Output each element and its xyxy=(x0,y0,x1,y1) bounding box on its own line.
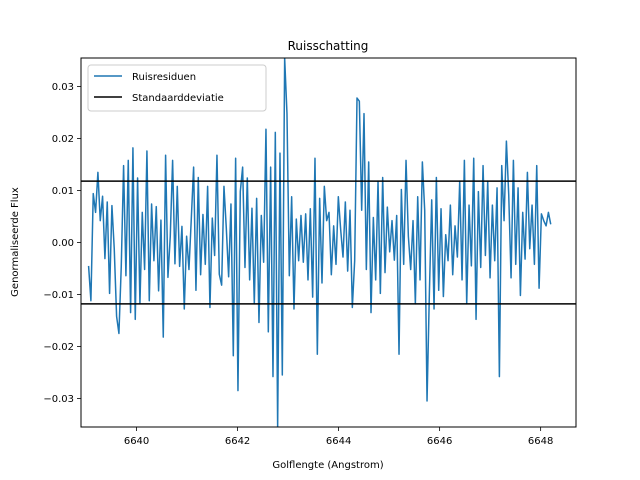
y-tick-label: −0.02 xyxy=(43,342,74,353)
x-tick-label: 6642 xyxy=(225,436,250,447)
y-tick-label: 0.01 xyxy=(52,186,74,197)
x-tick-label: 6646 xyxy=(427,436,452,447)
x-tick-label: 6640 xyxy=(124,436,149,447)
legend-label: Ruisresiduen xyxy=(132,72,196,83)
y-axis-label: Genormaliseerde Flux xyxy=(10,187,21,297)
y-tick-label: 0.03 xyxy=(52,82,74,93)
y-tick-label: 0.02 xyxy=(52,134,74,145)
legend-frame xyxy=(87,64,267,112)
x-axis-label: Golflengte (Angstrom) xyxy=(272,460,383,471)
y-tick-label: −0.01 xyxy=(43,290,74,301)
legend: Ruisresiduen Standaarddeviatie xyxy=(87,64,267,112)
legend-label: Standaarddeviatie xyxy=(132,93,224,104)
plot-area xyxy=(81,58,576,427)
x-axis: 6640 6642 6644 6646 6648 xyxy=(124,427,553,447)
y-tick-label: −0.03 xyxy=(43,394,74,405)
x-tick-label: 6648 xyxy=(528,436,553,447)
series-line-ruisresiduen xyxy=(87,58,552,427)
x-tick-label: 6644 xyxy=(326,436,351,447)
chart-title: Ruisschatting xyxy=(288,39,369,53)
y-tick-label: 0.00 xyxy=(52,238,74,249)
y-axis: −0.03 −0.02 −0.01 0.00 0.01 0.02 0.03 xyxy=(43,82,81,405)
